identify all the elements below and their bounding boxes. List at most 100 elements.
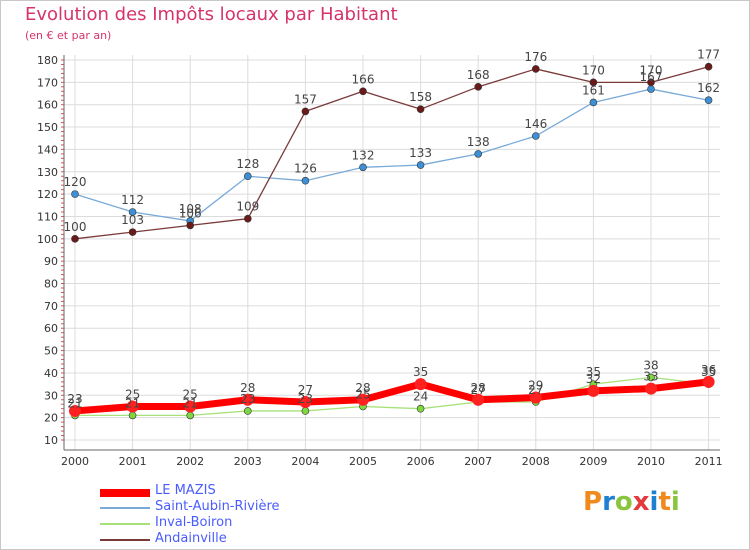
legend: LE MAZIS Saint-Aubin-Rivière Inval-Boiro…	[100, 483, 360, 548]
logo-letter: t	[658, 487, 671, 517]
data-label: 177	[697, 48, 720, 62]
data-label: 176	[524, 50, 547, 64]
legend-label-saint-aubin-riviere: Saint-Aubin-Rivière	[155, 499, 280, 514]
series-line	[74, 66, 710, 240]
data-point	[186, 411, 194, 420]
x-tick-label: 2000	[61, 455, 89, 468]
data-point	[704, 62, 713, 71]
data-label: 35	[413, 365, 428, 379]
x-tick-label: 2003	[234, 455, 262, 468]
legend-swatch-le-mazis	[100, 489, 150, 497]
data-label: 133	[409, 146, 432, 160]
logo-letter: i	[670, 487, 680, 517]
data-point	[645, 382, 657, 395]
data-point	[359, 87, 367, 96]
y-tick-label: 100	[37, 233, 58, 246]
data-label: 27	[528, 383, 543, 397]
y-tick-label: 180	[37, 54, 58, 67]
data-label: 36	[701, 363, 716, 377]
legend-swatch-saint-aubin-riviere	[100, 507, 150, 509]
logo-letter: i	[649, 487, 659, 517]
chart-subtitle: (en € et par an)	[25, 29, 112, 42]
data-label: 27	[471, 383, 486, 397]
data-point	[71, 190, 79, 198]
data-label: 23	[298, 392, 313, 406]
y-tick-label: 130	[37, 166, 58, 179]
data-point	[702, 375, 715, 388]
logo-letter: o	[614, 487, 633, 517]
x-tick-label: 2004	[291, 455, 319, 468]
data-point	[472, 393, 485, 406]
data-label: 35	[586, 365, 601, 379]
data-label: 29	[528, 379, 543, 393]
data-label: 108	[179, 202, 202, 216]
data-point	[301, 107, 310, 116]
logo-letter: P	[583, 487, 603, 517]
data-point	[241, 393, 254, 406]
data-point	[69, 404, 81, 417]
data-label: 21	[125, 396, 140, 410]
data-point	[474, 150, 483, 158]
data-point	[186, 221, 194, 230]
legend-item-saint-aubin-riviere: Saint-Aubin-Rivière	[100, 499, 360, 516]
data-point	[474, 83, 483, 91]
data-label: 38	[643, 358, 658, 372]
data-point	[704, 96, 713, 105]
x-tick-label: 2009	[579, 455, 607, 468]
data-point	[529, 391, 542, 404]
y-tick-label: 140	[37, 143, 58, 156]
y-tick-label: 40	[44, 367, 58, 380]
data-label: 138	[467, 135, 490, 149]
data-label: 166	[352, 72, 375, 86]
data-point	[589, 78, 598, 87]
data-point	[128, 228, 137, 236]
legend-label-le-mazis: LE MAZIS	[155, 483, 216, 498]
data-label: 25	[125, 387, 140, 401]
data-label: 109	[236, 200, 259, 214]
y-tick-label: 30	[44, 389, 58, 402]
data-label: 170	[640, 63, 663, 77]
data-point	[71, 235, 79, 243]
data-label: 112	[121, 193, 144, 207]
proxiti-logo: Proxiti	[583, 487, 680, 517]
legend-label-andainville: Andainville	[155, 531, 227, 546]
series-line	[74, 376, 710, 417]
data-label: 100	[64, 220, 87, 234]
data-point	[414, 378, 427, 391]
legend-item-inval-boiron: Inval-Boiron	[100, 515, 360, 532]
data-label: 28	[240, 381, 255, 395]
data-point	[416, 161, 425, 169]
y-tick-label: 90	[44, 255, 58, 268]
y-tick-label: 120	[37, 188, 58, 201]
data-label: 146	[524, 117, 547, 131]
data-point	[357, 393, 369, 406]
data-label: 25	[183, 387, 198, 401]
data-point	[299, 396, 312, 408]
data-label: 168	[467, 68, 490, 82]
data-label: 23	[67, 392, 82, 406]
data-label: 32	[586, 372, 601, 386]
series-line	[71, 378, 713, 415]
data-point	[128, 411, 137, 420]
legend-label-inval-boiron: Inval-Boiron	[155, 515, 233, 530]
y-tick-label: 170	[37, 76, 58, 89]
chart-title: Evolution des Impôts locaux par Habitant	[25, 4, 398, 25]
series-line	[74, 88, 710, 222]
data-label: 24	[413, 390, 428, 404]
legend-swatch-andainville	[100, 539, 150, 541]
data-label: 157	[294, 92, 317, 106]
data-point	[589, 98, 598, 107]
data-label: 158	[409, 90, 432, 104]
data-label: 28	[471, 381, 486, 395]
data-label: 25	[355, 387, 370, 401]
logo-letter: r	[602, 487, 615, 517]
x-tick-label: 2007	[464, 455, 492, 468]
legend-swatch-inval-boiron	[100, 523, 150, 525]
data-point	[184, 400, 197, 413]
y-tick-label: 50	[44, 345, 58, 358]
data-point	[647, 78, 655, 87]
y-tick-label: 70	[44, 300, 58, 313]
data-point	[359, 163, 367, 172]
x-tick-label: 2010	[637, 455, 665, 468]
